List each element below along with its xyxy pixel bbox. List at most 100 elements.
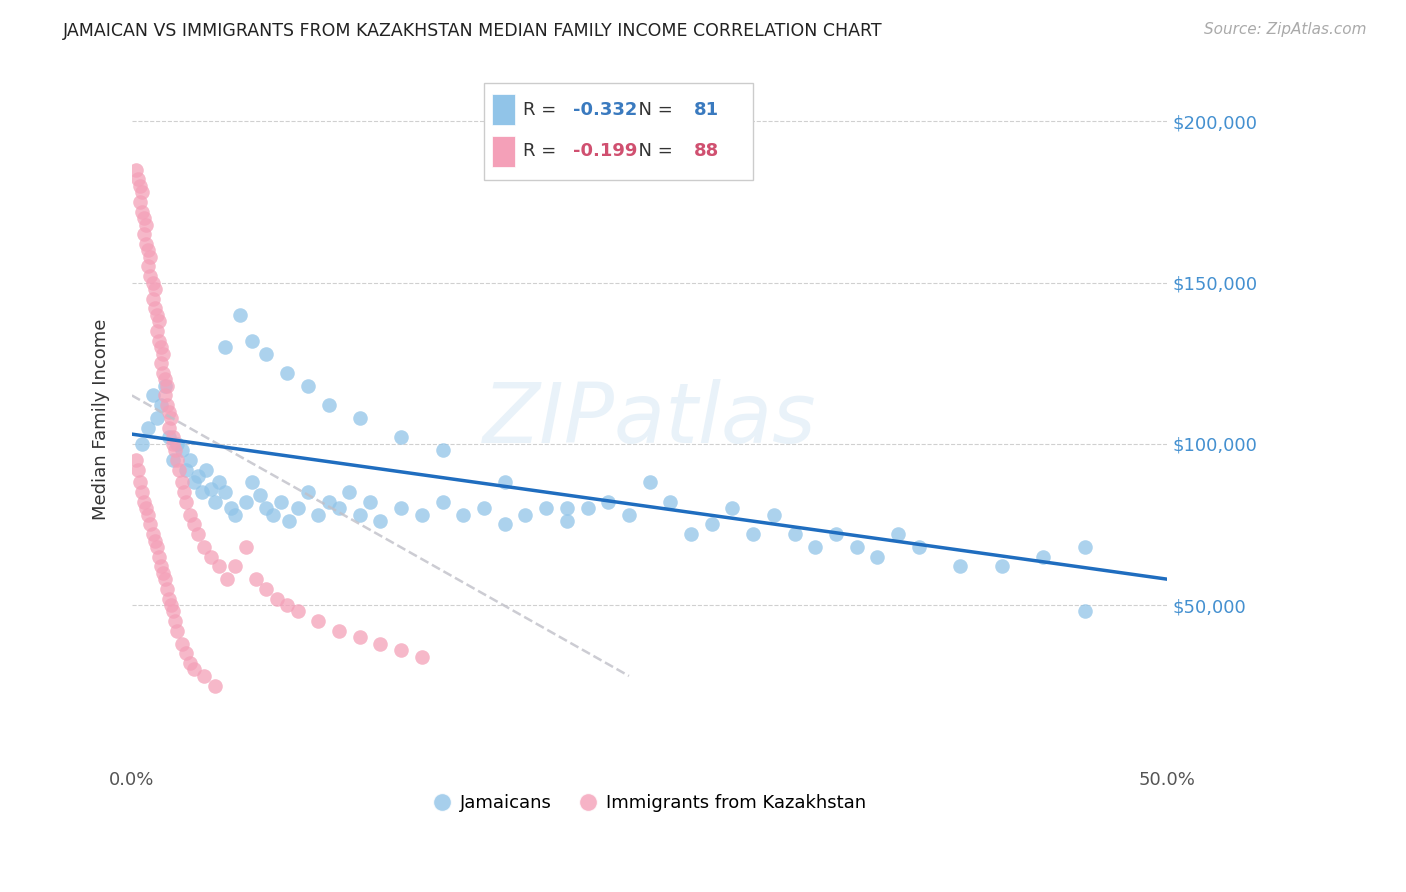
Point [494,517,516,532]
Point [165,443,187,458]
Point [145,540,167,554]
Point [297,378,319,392]
Point [276,598,298,612]
Point [149,398,172,412]
Point [148,314,170,328]
Point [555,501,578,516]
Point [576,501,599,516]
Point [845,540,868,554]
Point [204,495,226,509]
Point [157,591,180,606]
Point [157,420,180,434]
Point [432,443,454,458]
Point [297,485,319,500]
Point [359,495,381,509]
Point [208,475,231,490]
Point [249,488,271,502]
Point [270,495,292,509]
Point [143,282,166,296]
Point [949,559,972,574]
Point [125,453,148,467]
Point [157,430,180,444]
Point [534,501,557,516]
Point [638,475,661,490]
Bar [492,95,515,125]
Point [866,549,889,564]
Point [138,244,160,258]
Point [149,356,172,370]
Point [142,292,165,306]
Point [143,533,166,548]
Point [240,475,263,490]
Point [318,495,340,509]
Point [349,411,371,425]
Point [262,508,284,522]
Point [389,501,412,516]
Point [183,663,205,677]
Point [148,549,170,564]
Point [214,485,236,500]
Point [142,276,165,290]
Point [143,301,166,316]
Point [145,324,167,338]
Point [451,508,474,522]
Point [204,679,226,693]
Text: Source: ZipAtlas.com: Source: ZipAtlas.com [1204,22,1367,37]
Point [214,340,236,354]
Point [162,453,184,467]
Point [162,437,184,451]
Point [411,508,433,522]
Point [195,462,218,476]
Point [135,218,157,232]
Point [152,366,174,380]
Point [659,495,682,509]
Point [153,388,176,402]
Point [349,508,371,522]
Point [681,527,703,541]
Point [235,495,257,509]
Point [245,572,267,586]
Text: JAMAICAN VS IMMIGRANTS FROM KAZAKHSTAN MEDIAN FAMILY INCOME CORRELATION CHART: JAMAICAN VS IMMIGRANTS FROM KAZAKHSTAN M… [63,22,883,40]
Point [179,508,201,522]
Point [700,517,723,532]
Point [131,485,153,500]
Point [318,398,340,412]
Point [174,495,197,509]
Point [742,527,765,541]
Point [149,340,172,354]
Point [256,346,278,360]
Point [1032,549,1054,564]
Point [179,453,201,467]
Point [990,559,1012,574]
Point [166,624,188,638]
Point [908,540,931,554]
Point [131,437,153,451]
Point [129,178,152,193]
Point [170,443,193,458]
Point [169,462,191,476]
Text: N =: N = [627,143,678,161]
Point [200,549,222,564]
Point [139,517,162,532]
Point [432,495,454,509]
Point [762,508,785,522]
Point [129,475,152,490]
Point [179,656,201,670]
Point [217,572,239,586]
Point [193,540,215,554]
Point [307,614,329,628]
Point [1073,604,1095,618]
Point [145,308,167,322]
Point [555,514,578,528]
Text: 81: 81 [695,101,720,119]
Point [145,411,167,425]
Point [153,378,176,392]
Point [138,260,160,274]
Point [174,462,197,476]
Point [337,485,360,500]
Text: 88: 88 [695,143,720,161]
Point [127,172,149,186]
Point [152,346,174,360]
Point [287,501,309,516]
Point [166,453,188,467]
